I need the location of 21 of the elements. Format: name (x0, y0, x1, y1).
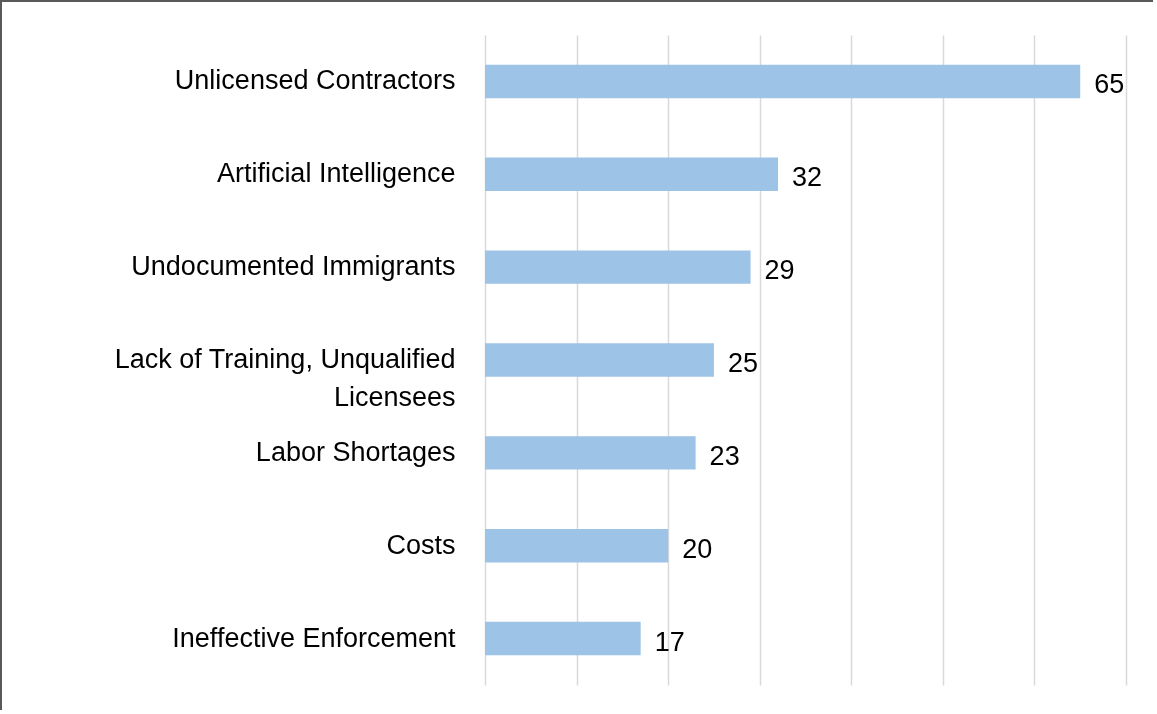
bar (485, 250, 751, 284)
y-tick-label: Ineffective Enforcement (172, 622, 456, 653)
data-label: 25 (727, 348, 758, 378)
y-tick-label: Lack of Training, Unqualified Licensees (114, 344, 456, 412)
data-label: 20 (682, 533, 713, 564)
y-tick-label: Labor Shortages (255, 436, 456, 467)
y-tick-label: Artificial Intelligence (216, 158, 456, 189)
data-label: 29 (764, 255, 795, 286)
bar (485, 157, 779, 191)
y-tick-label: Costs (386, 529, 456, 560)
bar (485, 343, 714, 377)
bar (485, 621, 641, 656)
data-label: 23 (709, 440, 740, 471)
data-label: 17 (654, 626, 685, 657)
data-label: 32 (792, 162, 823, 193)
bar (485, 436, 696, 470)
y-tick-label: Unlicensed Contractors (174, 65, 456, 96)
data-label: 65 (1094, 69, 1125, 100)
bar (485, 529, 669, 563)
bar (485, 64, 1081, 99)
y-tick-label: Undocumented Immigrants (131, 251, 456, 282)
